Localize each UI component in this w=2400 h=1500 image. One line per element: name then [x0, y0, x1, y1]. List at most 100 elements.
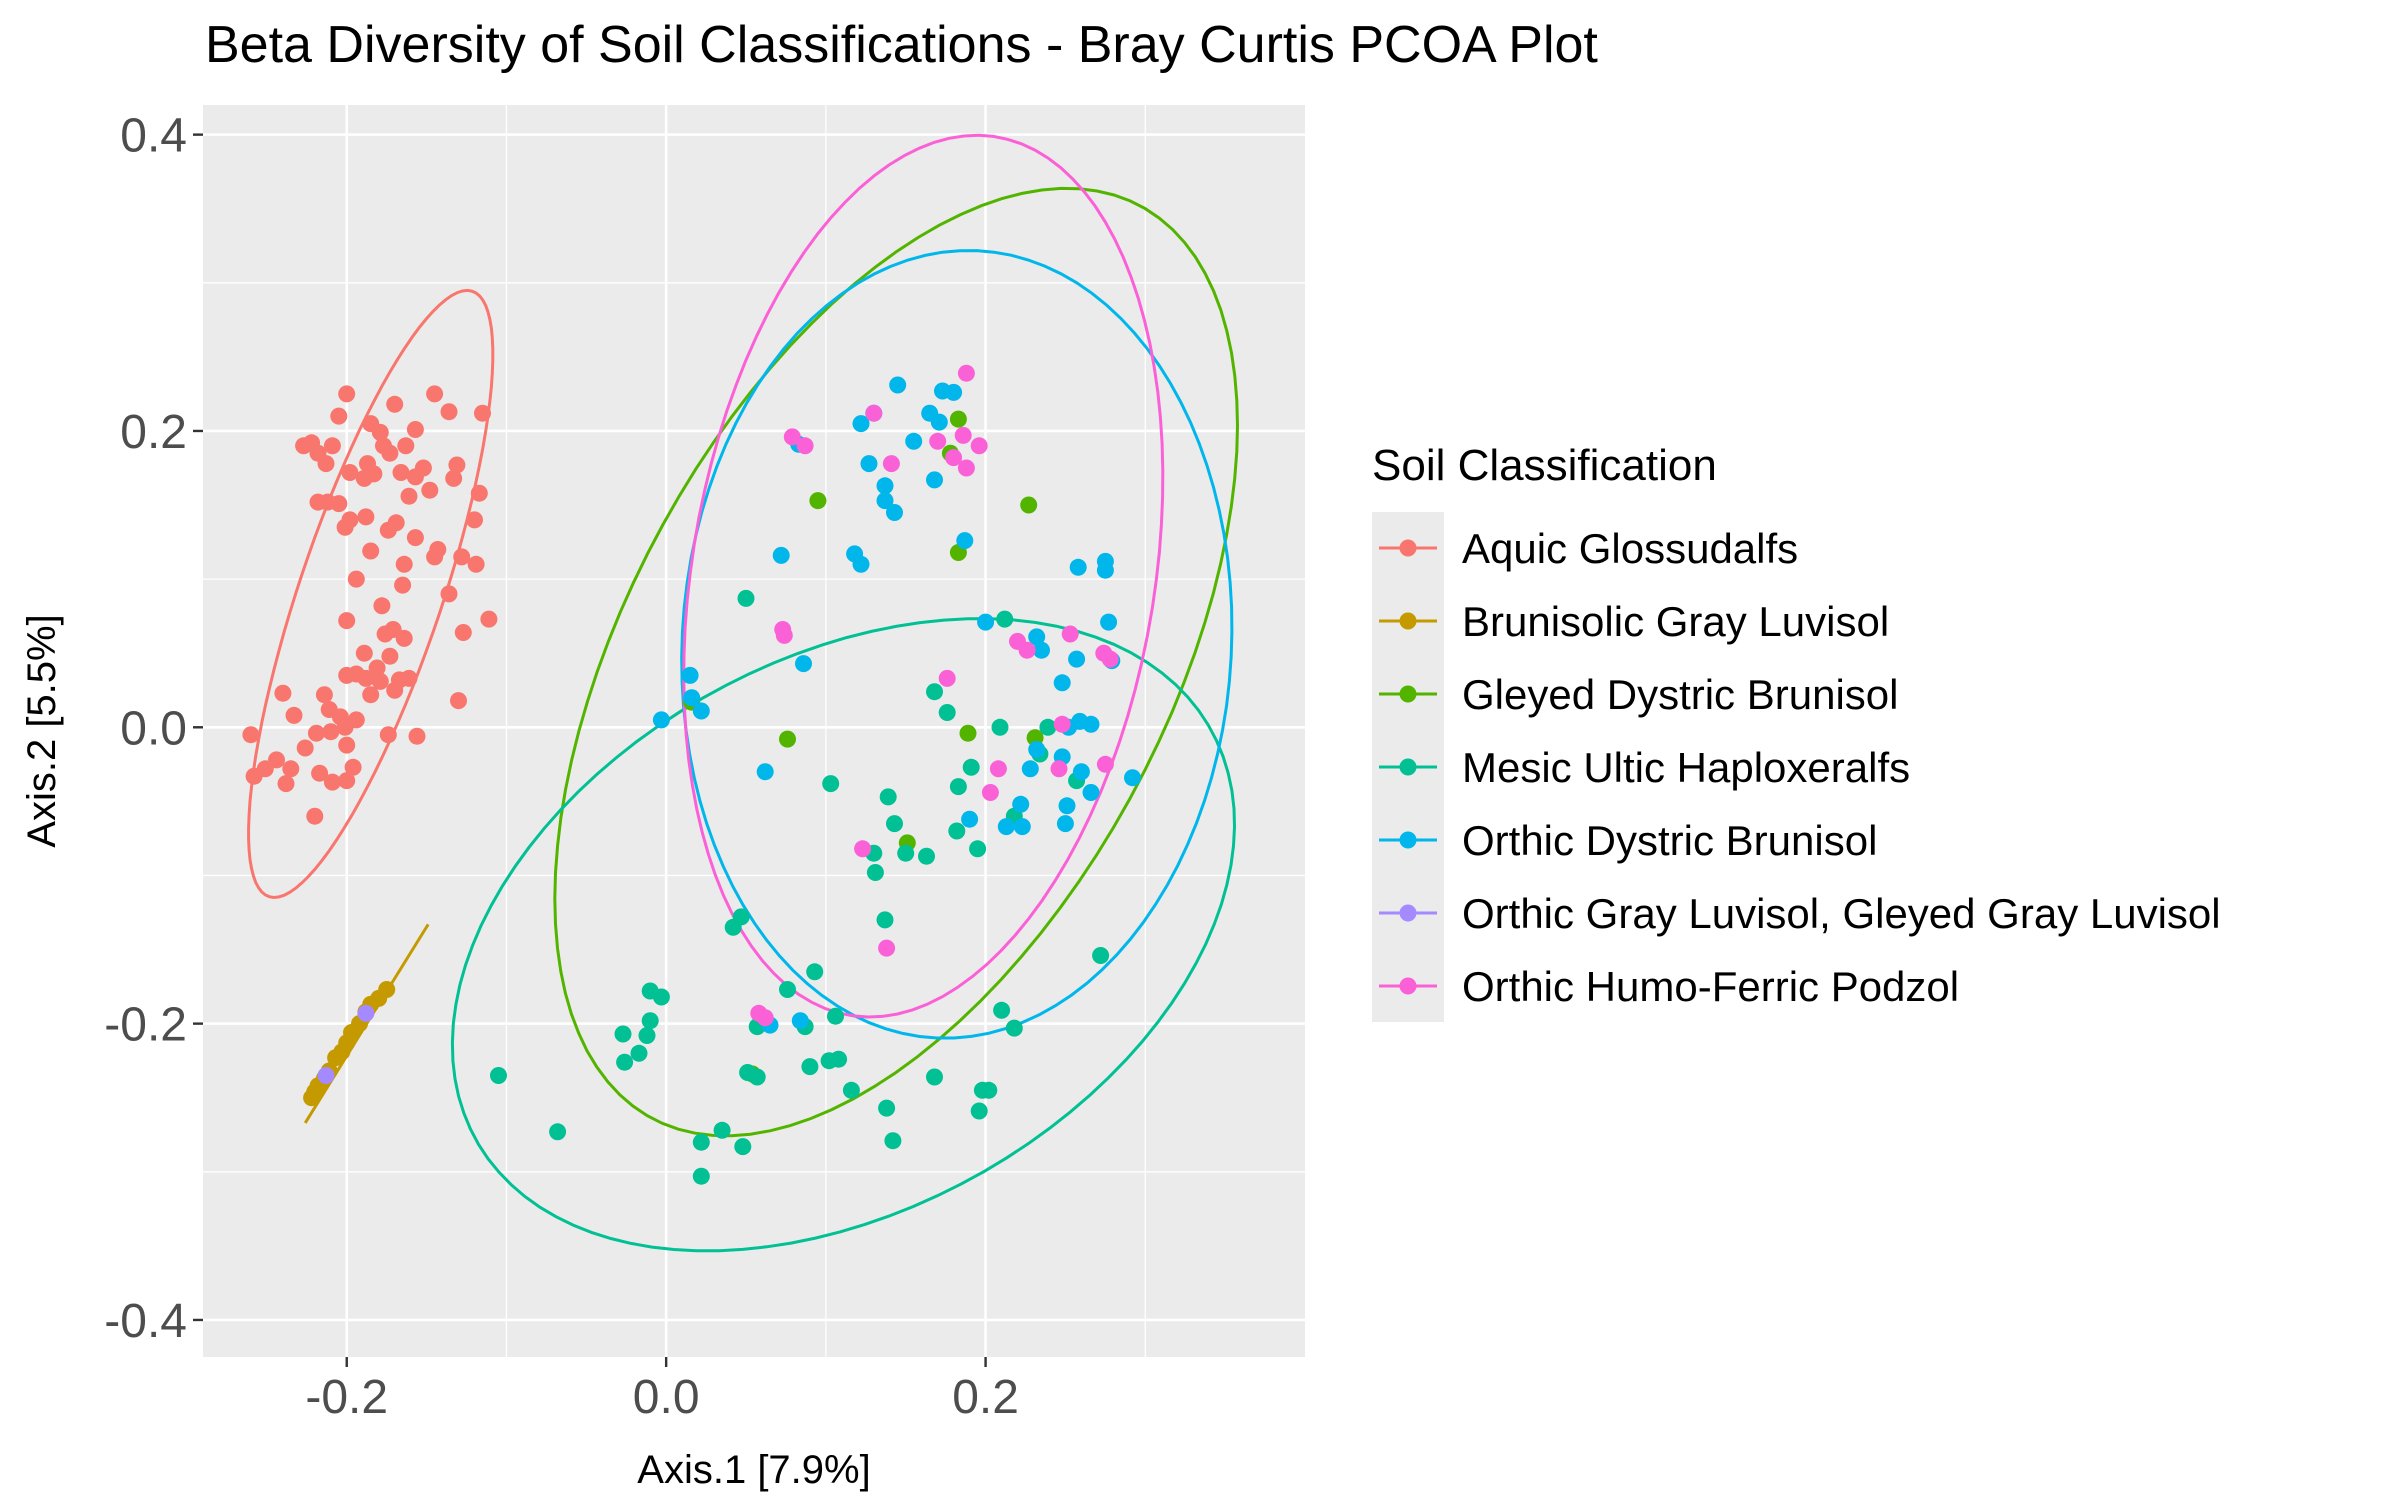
point-orthic-dystric-brunisol — [886, 504, 903, 521]
point-aquic-glossudalfs — [315, 686, 333, 704]
point-aquic-glossudalfs — [371, 423, 389, 441]
point-mesic-ultic-haploxeralfs — [879, 788, 897, 806]
point-aquic-glossudalfs — [282, 760, 300, 778]
point-aquic-glossudalfs — [448, 456, 466, 474]
confidence-ellipses — [247, 133, 1240, 1253]
point-orthic-dystric-brunisol — [1028, 741, 1046, 758]
point-orthic-humo-ferric-podzol — [1096, 755, 1114, 773]
point-orthic-dystric-brunisol — [852, 555, 870, 573]
point-aquic-glossudalfs — [322, 723, 340, 741]
point-orthic-dystric-brunisol — [926, 471, 943, 489]
point-mesic-ultic-haploxeralfs — [991, 718, 1009, 736]
point-aquic-glossudalfs — [323, 437, 341, 455]
point-orthic-dystric-brunisol — [795, 655, 812, 673]
y-axis: 0.4 0.2 0.0 -0.2 -0.4 — [104, 110, 203, 1348]
point-aquic-glossudalfs — [338, 772, 356, 790]
legend-label: Brunisolic Gray Luvisol — [1462, 598, 1889, 645]
point-mesic-ultic-haploxeralfs — [779, 981, 796, 998]
x-tick-label: -0.2 — [305, 1371, 388, 1424]
point-orthic-humo-ferric-podzol — [783, 428, 801, 446]
point-aquic-glossudalfs — [394, 576, 412, 594]
y-tick-label: -0.2 — [104, 999, 187, 1052]
point-mesic-ultic-haploxeralfs — [842, 1081, 860, 1099]
point-aquic-glossudalfs — [386, 681, 404, 699]
point-orthic-humo-ferric-podzol — [929, 432, 947, 450]
point-aquic-glossudalfs — [395, 629, 413, 647]
chart-title: Beta Diversity of Soil Classifications -… — [205, 16, 1598, 74]
point-orthic-dystric-brunisol — [961, 810, 979, 828]
legend-label: Orthic Dystric Brunisol — [1462, 817, 1877, 864]
point-orthic-dystric-brunisol — [692, 702, 710, 720]
ellipse-aquic-glossudalfs — [247, 288, 495, 900]
y-tick-label: 0.0 — [120, 702, 187, 755]
point-aquic-glossudalfs — [379, 726, 397, 744]
point-orthic-humo-ferric-podzol — [882, 455, 900, 473]
point-orthic-humo-ferric-podzol — [796, 437, 814, 455]
point-aquic-glossudalfs — [392, 464, 410, 481]
point-aquic-glossudalfs — [440, 403, 458, 421]
point-mesic-ultic-haploxeralfs — [827, 1007, 844, 1025]
point-orthic-gray-luvisol-gleyed-gray-luvisol — [357, 1004, 375, 1022]
point-aquic-glossudalfs — [323, 773, 341, 791]
point-aquic-glossudalfs — [330, 495, 348, 513]
point-aquic-glossudalfs — [426, 548, 444, 566]
point-aquic-glossudalfs — [426, 385, 444, 403]
ellipse-mesic-ultic-haploxeralfs — [450, 617, 1237, 1253]
point-aquic-glossudalfs — [445, 469, 463, 487]
point-orthic-dystric-brunisol — [772, 546, 790, 564]
point-orthic-humo-ferric-podzol — [865, 404, 883, 422]
point-aquic-glossudalfs — [306, 807, 324, 825]
point-mesic-ultic-haploxeralfs — [973, 1081, 991, 1099]
point-aquic-glossudalfs — [474, 404, 491, 422]
point-mesic-ultic-haploxeralfs — [692, 1133, 710, 1151]
point-mesic-ultic-haploxeralfs — [692, 1167, 710, 1185]
point-orthic-dystric-brunisol — [756, 763, 774, 781]
point-aquic-glossudalfs — [408, 727, 426, 745]
point-aquic-glossudalfs — [381, 444, 399, 462]
point-mesic-ultic-haploxeralfs — [969, 840, 987, 858]
point-orthic-dystric-brunisol — [1056, 815, 1074, 833]
point-mesic-ultic-haploxeralfs — [734, 1138, 752, 1156]
point-mesic-ultic-haploxeralfs — [614, 1025, 632, 1043]
point-mesic-ultic-haploxeralfs — [822, 775, 840, 793]
point-aquic-glossudalfs — [400, 487, 418, 505]
point-aquic-glossudalfs — [480, 610, 498, 628]
series-orthic-gray-luvisol-gleyed-gray-luvisol — [317, 1004, 375, 1084]
point-orthic-dystric-brunisol — [956, 532, 974, 550]
point-mesic-ultic-haploxeralfs — [1039, 718, 1057, 736]
point-orthic-dystric-brunisol — [1028, 628, 1046, 646]
point-aquic-glossudalfs — [371, 672, 389, 690]
point-aquic-glossudalfs — [357, 508, 375, 526]
legend-item-orthic-gray-luvisol-gleyed-gray-luvisol: Orthic Gray Luvisol, Gleyed Gray Luvisol — [1379, 890, 2221, 937]
point-orthic-humo-ferric-podzol — [1061, 625, 1079, 643]
point-mesic-ultic-haploxeralfs — [737, 589, 755, 607]
legend-key-point — [1399, 539, 1417, 557]
point-aquic-glossudalfs — [466, 511, 483, 529]
point-mesic-ultic-haploxeralfs — [641, 1012, 659, 1030]
point-orthic-dystric-brunisol — [683, 689, 701, 707]
point-orthic-dystric-brunisol — [860, 455, 878, 473]
point-aquic-glossudalfs — [277, 775, 295, 793]
point-orthic-humo-ferric-podzol — [954, 426, 972, 444]
point-orthic-dystric-brunisol — [681, 666, 699, 684]
legend-item-orthic-humo-ferric-podzol: Orthic Humo-Ferric Podzol — [1379, 963, 1959, 1010]
legend-key-point — [1399, 977, 1417, 995]
legend-items: Aquic Glossudalfs Brunisolic Gray Luvisol… — [1379, 525, 2221, 1010]
point-orthic-humo-ferric-podzol — [1053, 715, 1071, 733]
point-orthic-dystric-brunisol — [876, 477, 894, 495]
point-orthic-humo-ferric-podzol — [989, 760, 1007, 778]
point-orthic-dystric-brunisol — [1033, 641, 1050, 659]
point-aquic-glossudalfs — [362, 686, 380, 704]
point-mesic-ultic-haploxeralfs — [878, 1099, 896, 1117]
point-mesic-ultic-haploxeralfs — [713, 1121, 731, 1139]
y-tick-label: -0.4 — [104, 1295, 187, 1348]
point-aquic-glossudalfs — [421, 481, 439, 499]
point-aquic-glossudalfs — [406, 529, 424, 547]
point-orthic-dystric-brunisol — [1082, 715, 1100, 733]
point-mesic-ultic-haploxeralfs — [820, 1052, 838, 1070]
legend-label: Gleyed Dystric Brunisol — [1462, 671, 1898, 718]
point-orthic-dystric-brunisol — [852, 415, 870, 433]
point-mesic-ultic-haploxeralfs — [549, 1123, 567, 1141]
legend-title: Soil Classification — [1372, 441, 1717, 490]
